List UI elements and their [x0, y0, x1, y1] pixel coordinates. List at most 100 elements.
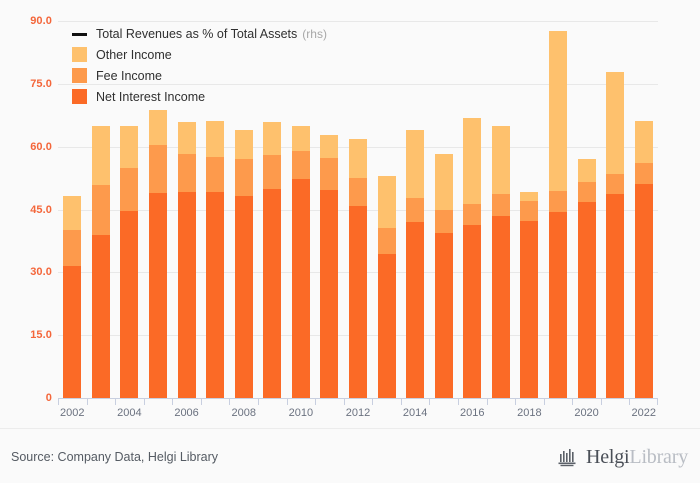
bar-group[interactable] [491, 125, 510, 398]
bar-segment[interactable] [463, 204, 482, 225]
bar-segment[interactable] [349, 138, 367, 179]
bar-segment[interactable] [406, 197, 425, 223]
bar-segment[interactable] [177, 191, 196, 398]
bar-segment[interactable] [177, 154, 196, 192]
bar-segment[interactable] [320, 157, 339, 190]
bar-segment[interactable] [577, 201, 596, 398]
bar-group[interactable] [149, 109, 167, 398]
bar-segment[interactable] [177, 121, 196, 155]
bar-group[interactable] [634, 121, 653, 398]
bar-segment[interactable] [634, 183, 653, 398]
bar-segment[interactable] [349, 206, 367, 398]
bar-group[interactable] [349, 138, 367, 398]
bar-segment[interactable] [149, 193, 167, 398]
legend-item[interactable]: Other Income [72, 47, 327, 62]
bar-segment[interactable] [549, 31, 567, 192]
bar-segment[interactable] [549, 191, 567, 213]
bar-segment[interactable] [234, 130, 253, 160]
bar-segment[interactable] [491, 194, 510, 216]
bar-segment[interactable] [63, 196, 82, 230]
bar-segment[interactable] [206, 157, 225, 192]
bar-group[interactable] [206, 121, 225, 398]
bar-segment[interactable] [91, 235, 110, 398]
y-axis-tick-label: 90.0 [30, 15, 52, 27]
gridline [58, 21, 658, 22]
legend-item-label: Net Interest Income [96, 89, 206, 104]
bar-segment[interactable] [577, 159, 596, 182]
bar-segment[interactable] [91, 125, 110, 186]
bar-segment[interactable] [377, 253, 396, 398]
bar-segment[interactable] [234, 159, 253, 196]
bar-segment[interactable] [120, 210, 139, 398]
bar-segment[interactable] [406, 129, 425, 198]
bar-segment[interactable] [206, 121, 225, 158]
bar-segment[interactable] [91, 185, 110, 236]
bar-group[interactable] [91, 125, 110, 398]
bar-segment[interactable] [206, 191, 225, 398]
bar-segment[interactable] [377, 227, 396, 254]
bar-segment[interactable] [434, 209, 453, 233]
bar-segment[interactable] [63, 266, 82, 398]
bar-segment[interactable] [263, 155, 282, 189]
bar-segment[interactable] [606, 194, 625, 398]
legend-item[interactable]: Total Revenues as % of Total Assets (rhs) [72, 26, 327, 41]
legend-item[interactable]: Fee Income [72, 68, 327, 83]
bar-group[interactable] [263, 121, 282, 398]
bar-group[interactable] [177, 121, 196, 398]
bar-group[interactable] [520, 191, 539, 398]
bar-segment[interactable] [149, 145, 167, 194]
bar-segment[interactable] [577, 181, 596, 202]
bar-segment[interactable] [320, 135, 339, 158]
bar-group[interactable] [377, 176, 396, 398]
bar-segment[interactable] [63, 229, 82, 267]
bar-segment[interactable] [291, 151, 310, 180]
brand-logo: HelgiLibrary [558, 446, 688, 469]
bar-group[interactable] [63, 196, 82, 398]
bar-group[interactable] [234, 130, 253, 398]
x-axis-tick [287, 398, 288, 405]
legend-item[interactable]: Net Interest Income [72, 89, 327, 104]
x-axis-tick [515, 398, 516, 405]
bar-segment[interactable] [463, 224, 482, 398]
bar-segment[interactable] [291, 125, 310, 152]
bar-segment[interactable] [149, 109, 167, 146]
bar-segment[interactable] [349, 178, 367, 207]
bar-group[interactable] [463, 118, 482, 398]
bar-group[interactable] [120, 125, 139, 398]
bar-group[interactable] [606, 71, 625, 398]
x-axis-tick [144, 398, 145, 405]
bar-group[interactable] [549, 31, 567, 398]
bar-segment[interactable] [263, 121, 282, 156]
bar-segment[interactable] [520, 191, 539, 202]
bar-segment[interactable] [520, 221, 539, 398]
bar-segment[interactable] [320, 189, 339, 398]
bar-segment[interactable] [491, 125, 510, 195]
legend-item-label: Other Income [96, 47, 172, 62]
x-axis-tick [258, 398, 259, 405]
bar-segment[interactable] [434, 154, 453, 210]
bar-segment[interactable] [606, 173, 625, 195]
bar-segment[interactable] [234, 195, 253, 398]
bar-segment[interactable] [463, 118, 482, 205]
bar-segment[interactable] [491, 215, 510, 398]
bar-segment[interactable] [634, 162, 653, 184]
bar-segment[interactable] [120, 125, 139, 169]
bar-segment[interactable] [434, 232, 453, 398]
bar-group[interactable] [434, 154, 453, 398]
bar-segment[interactable] [520, 201, 539, 222]
bar-group[interactable] [291, 125, 310, 398]
bar-group[interactable] [577, 159, 596, 398]
x-axis-tick [172, 398, 173, 405]
x-axis-tick-label: 2014 [402, 407, 428, 419]
bar-segment[interactable] [406, 222, 425, 398]
bar-segment[interactable] [377, 176, 396, 228]
bar-segment[interactable] [263, 188, 282, 398]
bar-group[interactable] [406, 129, 425, 398]
bar-segment[interactable] [606, 71, 625, 174]
bar-segment[interactable] [291, 179, 310, 398]
bar-segment[interactable] [634, 121, 653, 163]
bar-segment[interactable] [120, 168, 139, 211]
bar-group[interactable] [320, 135, 339, 398]
bar-segment[interactable] [549, 212, 567, 398]
y-axis-tick-label: 60.0 [30, 140, 52, 153]
